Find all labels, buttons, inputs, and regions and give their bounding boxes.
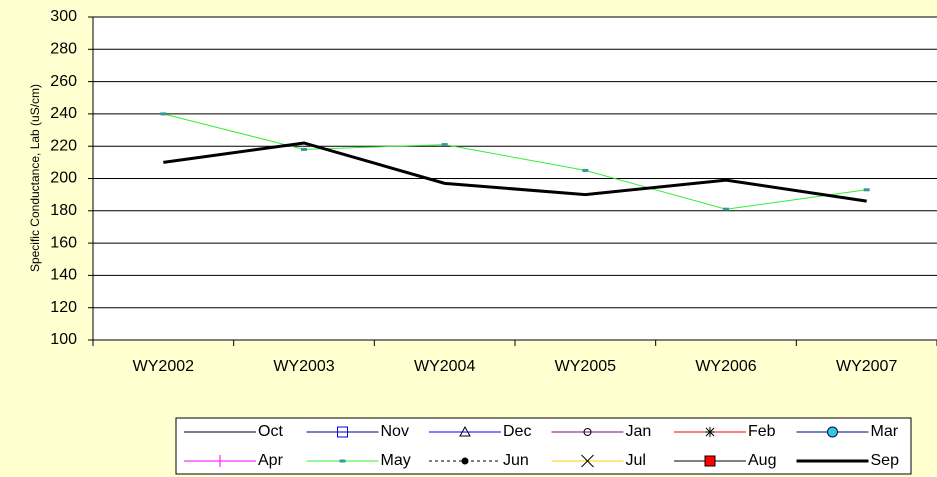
- legend-label: Apr: [258, 452, 284, 469]
- y-tick-label: 200: [50, 170, 77, 187]
- marker: [723, 207, 729, 211]
- x-tick-label: WY2002: [133, 358, 194, 375]
- marker: [441, 143, 448, 147]
- legend-label: Oct: [258, 423, 283, 440]
- series-line: [163, 113, 867, 210]
- y-tick-label: 280: [50, 41, 77, 58]
- legend-label: Jul: [626, 452, 646, 469]
- marker: [461, 457, 469, 465]
- marker: [337, 426, 348, 438]
- x-tick-label: WY2007: [836, 358, 897, 375]
- y-tick-label: 160: [50, 234, 77, 251]
- marker: [459, 425, 471, 437]
- marker: [301, 147, 307, 151]
- y-tick-label: 100: [50, 331, 77, 348]
- series-line: [163, 141, 867, 203]
- y-tick-label: 220: [50, 137, 77, 154]
- marker: [827, 426, 838, 438]
- y-tick-label: 260: [50, 73, 77, 90]
- y-tick-label: 300: [50, 8, 77, 25]
- marker: [583, 428, 592, 436]
- marker: [582, 168, 589, 172]
- y-tick-label: 180: [50, 202, 77, 219]
- legend-label: Mar: [871, 423, 899, 440]
- marker: [705, 427, 715, 437]
- x-tick-label: WY2003: [273, 358, 334, 375]
- legend-label: Aug: [748, 452, 776, 469]
- y-axis-label: Specific Conductance, Lab (uS/cm): [28, 84, 42, 272]
- legend-label: Dec: [503, 423, 531, 440]
- marker: [160, 112, 167, 116]
- legend-label: Nov: [381, 423, 409, 440]
- legend-label: May: [381, 452, 411, 469]
- y-tick-label: 240: [50, 105, 77, 122]
- legend-label: Feb: [748, 423, 776, 440]
- marker: [581, 454, 594, 468]
- marker: [214, 455, 226, 467]
- legend: [175, 417, 912, 475]
- legend-label: Jun: [503, 452, 529, 469]
- legend-label: Jan: [626, 423, 652, 440]
- legend-label: Sep: [871, 452, 900, 469]
- marker: [339, 459, 346, 463]
- y-tick-label: 140: [50, 267, 77, 284]
- x-tick-label: WY2004: [414, 358, 475, 375]
- x-tick-label: WY2006: [695, 358, 756, 375]
- marker: [863, 188, 870, 192]
- x-tick-label: WY2005: [555, 358, 616, 375]
- marker: [704, 455, 716, 467]
- y-tick-label: 120: [50, 299, 77, 316]
